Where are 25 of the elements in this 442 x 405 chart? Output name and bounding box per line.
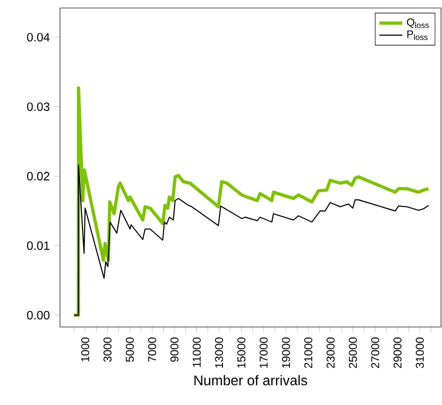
x-tick-label: 7000 [148, 338, 156, 362]
y-tick-label: 0.00 [27, 310, 50, 320]
y-tick-label: 0.04 [27, 32, 50, 42]
x-tick-label: 15000 [237, 338, 246, 368]
legend-label: Q$_{loss}$ [407, 18, 429, 28]
x-tick-label: 29000 [394, 338, 402, 368]
x-tick-label: 19000 [282, 338, 290, 368]
x-tick-label: 23000 [326, 338, 335, 368]
x-tick-label: 25000 [348, 338, 357, 368]
x-tick-label: 1000 [81, 338, 90, 362]
x-tick-label: 21000 [304, 338, 312, 368]
x-tick-label: 9000 [170, 338, 178, 362]
x-tick-label: 27000 [371, 338, 380, 368]
x-tick-label: 17000 [260, 338, 268, 368]
line-series [74, 164, 430, 316]
legend-label: P$_{loss}$ [407, 30, 428, 40]
y-tick-label: 0.01 [27, 241, 50, 250]
y-tick-label: 0.03 [27, 102, 50, 111]
x-axis-title: Number of arrivals [194, 375, 308, 386]
x-tick-label: 3000 [104, 338, 112, 362]
x-tick-label: 31000 [416, 338, 424, 368]
x-tick-label: 5000 [126, 338, 134, 362]
x-tick-label: 11000 [192, 338, 201, 367]
y-tick-label: 0.02 [27, 172, 50, 180]
x-tick-label: 13000 [215, 338, 224, 368]
